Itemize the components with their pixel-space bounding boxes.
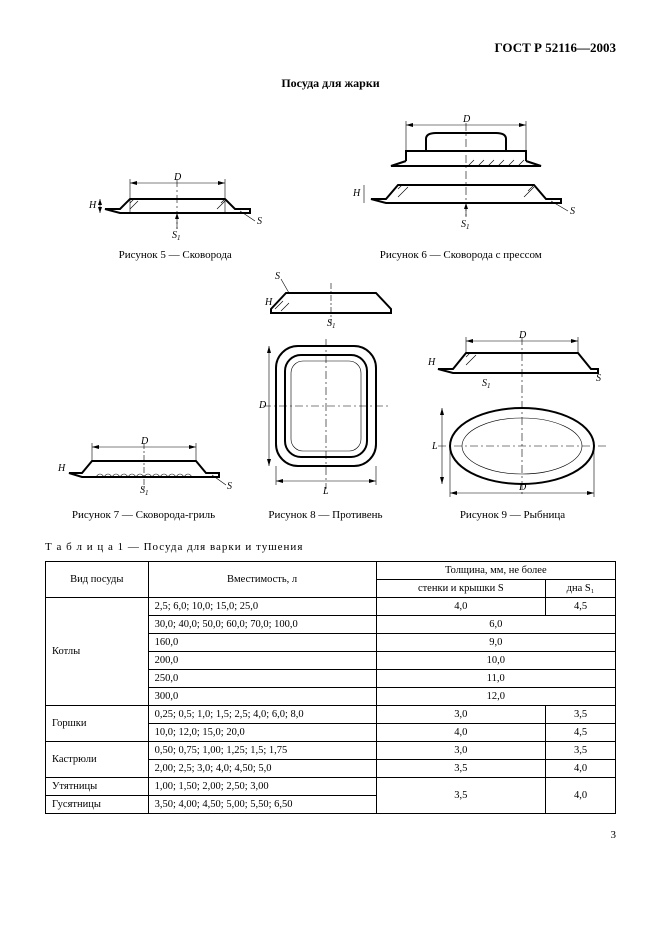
th-bottom: дна S₁: [546, 580, 616, 598]
dim-s-label: S: [227, 481, 232, 492]
table-1: Вид посуды Вместимость, л Толщина, мм, н…: [45, 561, 616, 814]
figure-8: D L Рисунок 8 — Противень: [251, 331, 401, 521]
figure-row-1: D H S S1 Рисунок 5 — Сковорода: [45, 111, 616, 261]
dim-h-label: H: [57, 463, 66, 474]
figure-6: D H S S1 Рисунок 6 — Сковорода с прессом: [336, 111, 586, 261]
figure-6-caption: Рисунок 6 — Сковорода с прессом: [336, 249, 586, 261]
figure-7: D H S S1 Рисунок 7 — Сковорода-гриль: [54, 421, 234, 521]
dim-d-label: D: [462, 114, 471, 125]
figure-row-2: D H S S1 Рисунок 7 — Сковорода-гриль D L…: [45, 331, 616, 521]
dim-s1-label: S1: [327, 318, 336, 330]
figure-9-caption: Рисунок 9 — Рыбница: [418, 509, 608, 521]
dim-d-label: D: [518, 331, 527, 341]
figure-8-profile: S H S1: [45, 271, 616, 331]
figure-5-caption: Рисунок 5 — Сковорода: [75, 249, 275, 261]
th-capacity: Вместимость, л: [148, 562, 376, 598]
dim-s-label: S: [275, 271, 280, 282]
table-row: Котлы 2,5; 6,0; 10,0; 15,0; 25,0 4,0 4,5: [46, 598, 616, 616]
table-row: Кастрюли 0,50; 0,75; 1,00; 1,25; 1,5; 1,…: [46, 742, 616, 760]
figure-9: D H S S1 L D Рисунок 9 — Рыбница: [418, 331, 608, 521]
dim-s-label: S: [570, 206, 575, 217]
figure-7-caption: Рисунок 7 — Сковорода-гриль: [54, 509, 234, 521]
dim-s-label: S: [257, 216, 262, 227]
section-title: Посуда для жарки: [45, 76, 616, 91]
dim-d-label: D: [140, 436, 149, 447]
figure-8-profile-svg: S H S1: [251, 271, 411, 331]
figure-8-caption: Рисунок 8 — Противень: [251, 509, 401, 521]
dim-h-label: H: [88, 200, 97, 211]
th-kind: Вид посуды: [46, 562, 149, 598]
figure-8-svg: D L: [251, 331, 401, 501]
figure-7-svg: D H S S1: [54, 421, 234, 501]
page-number: 3: [45, 829, 616, 841]
dim-h-label: H: [427, 357, 436, 368]
dim-d-label-2: D: [518, 482, 527, 493]
figure-9-svg: D H S S1 L D: [418, 331, 608, 501]
dim-s1-label: S1: [140, 485, 149, 497]
dim-s1-label: S1: [172, 230, 181, 241]
dim-l-label: L: [431, 441, 438, 452]
dim-s1-label: S1: [461, 219, 470, 231]
figure-6-svg: D H S S1: [336, 111, 586, 241]
table-1-title: Т а б л и ц а 1 — Посуда для варки и туш…: [45, 541, 616, 553]
dim-h-label: H: [264, 297, 273, 308]
dim-s-label: S: [596, 373, 601, 384]
dim-d-label: D: [173, 172, 182, 183]
table-row: Горшки 0,25; 0,5; 1,0; 1,5; 2,5; 4,0; 6,…: [46, 706, 616, 724]
dim-l-label: L: [322, 486, 329, 497]
table-row: Утятницы 1,00; 1,50; 2,00; 2,50; 3,00 3,…: [46, 778, 616, 796]
dim-s1-label: S1: [482, 378, 491, 390]
figure-5-svg: D H S S1: [75, 151, 275, 241]
dim-h-label: H: [352, 188, 361, 199]
th-thickness: Толщина, мм, не более: [376, 562, 615, 580]
figure-5: D H S S1 Рисунок 5 — Сковорода: [75, 151, 275, 261]
th-wall: стенки и крышки S: [376, 580, 545, 598]
dim-d-label: D: [258, 400, 267, 411]
document-id: ГОСТ Р 52116—2003: [45, 40, 616, 56]
